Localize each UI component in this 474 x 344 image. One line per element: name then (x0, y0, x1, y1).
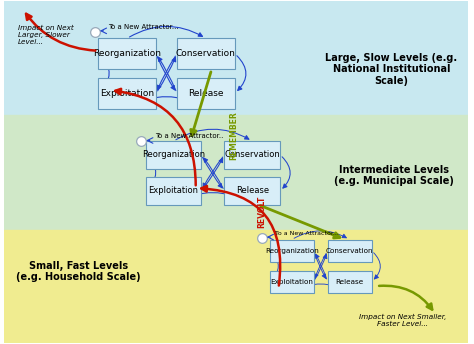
FancyArrowPatch shape (157, 57, 176, 91)
FancyArrowPatch shape (115, 89, 196, 185)
FancyArrowPatch shape (374, 253, 380, 279)
FancyArrowPatch shape (295, 284, 347, 291)
FancyArrowPatch shape (315, 254, 326, 278)
FancyBboxPatch shape (328, 240, 372, 262)
Text: To a New Attractor..: To a New Attractor.. (155, 133, 223, 139)
Text: Intermediate Levels
(e.g. Municipal Scale): Intermediate Levels (e.g. Municipal Scal… (334, 165, 454, 186)
FancyBboxPatch shape (177, 78, 235, 109)
Text: Small, Fast Levels
(e.g. Household Scale): Small, Fast Levels (e.g. Household Scale… (16, 260, 141, 282)
FancyBboxPatch shape (328, 270, 372, 293)
Text: Release: Release (188, 89, 224, 98)
Text: Impact on Next
Larger, Slower
Level...: Impact on Next Larger, Slower Level... (18, 25, 74, 45)
Text: Reorganization: Reorganization (142, 150, 205, 159)
FancyArrowPatch shape (272, 254, 278, 280)
FancyBboxPatch shape (270, 240, 314, 262)
Text: Exploitation: Exploitation (148, 186, 199, 195)
FancyArrowPatch shape (203, 158, 223, 189)
FancyArrowPatch shape (203, 157, 223, 187)
Text: REMEMBER: REMEMBER (229, 112, 238, 160)
FancyArrowPatch shape (129, 26, 202, 37)
Text: Exploitation: Exploitation (100, 89, 154, 98)
Text: Impact on Next Smaller,
Faster Level...: Impact on Next Smaller, Faster Level... (359, 313, 447, 326)
Bar (4, 1, 468, 116)
FancyArrowPatch shape (158, 57, 176, 90)
Text: Reorganization: Reorganization (93, 49, 161, 58)
FancyArrowPatch shape (176, 129, 249, 140)
FancyArrowPatch shape (202, 157, 222, 188)
Text: Conservation: Conservation (224, 150, 280, 159)
FancyArrowPatch shape (314, 253, 326, 278)
FancyArrowPatch shape (130, 97, 203, 107)
FancyArrowPatch shape (177, 193, 250, 203)
FancyBboxPatch shape (146, 141, 201, 169)
FancyArrowPatch shape (237, 56, 246, 90)
FancyBboxPatch shape (225, 177, 280, 205)
FancyBboxPatch shape (177, 39, 235, 69)
FancyArrowPatch shape (315, 254, 327, 279)
Text: Conservation: Conservation (176, 49, 236, 58)
FancyArrowPatch shape (157, 56, 175, 90)
FancyArrowPatch shape (147, 158, 156, 189)
Text: Exploitation: Exploitation (270, 279, 313, 284)
Bar (4, 230, 468, 343)
FancyArrowPatch shape (260, 206, 340, 238)
FancyBboxPatch shape (146, 177, 201, 205)
FancyBboxPatch shape (98, 78, 156, 109)
FancyBboxPatch shape (270, 270, 314, 293)
Text: Conservation: Conservation (326, 248, 374, 254)
Text: Release: Release (236, 186, 269, 195)
FancyArrowPatch shape (26, 14, 95, 51)
Text: REVOLT: REVOLT (257, 195, 266, 228)
FancyBboxPatch shape (225, 141, 280, 169)
FancyArrowPatch shape (157, 56, 175, 89)
FancyArrowPatch shape (294, 231, 346, 238)
Text: Large, Slow Levels (e.g.
National Institutional
Scale): Large, Slow Levels (e.g. National Instit… (325, 53, 457, 86)
FancyArrowPatch shape (282, 157, 290, 188)
Text: Release: Release (336, 279, 364, 284)
FancyArrowPatch shape (191, 72, 211, 136)
FancyArrowPatch shape (316, 254, 327, 279)
FancyArrowPatch shape (100, 57, 109, 91)
Text: To a New Attractor...: To a New Attractor... (109, 24, 179, 30)
FancyBboxPatch shape (98, 39, 156, 69)
Text: Reorganization: Reorganization (265, 248, 319, 254)
FancyArrowPatch shape (204, 158, 223, 189)
FancyArrowPatch shape (201, 186, 280, 286)
Bar (4, 116, 468, 230)
Text: To a New Attractor...: To a New Attractor... (275, 231, 339, 236)
FancyArrowPatch shape (379, 286, 432, 310)
